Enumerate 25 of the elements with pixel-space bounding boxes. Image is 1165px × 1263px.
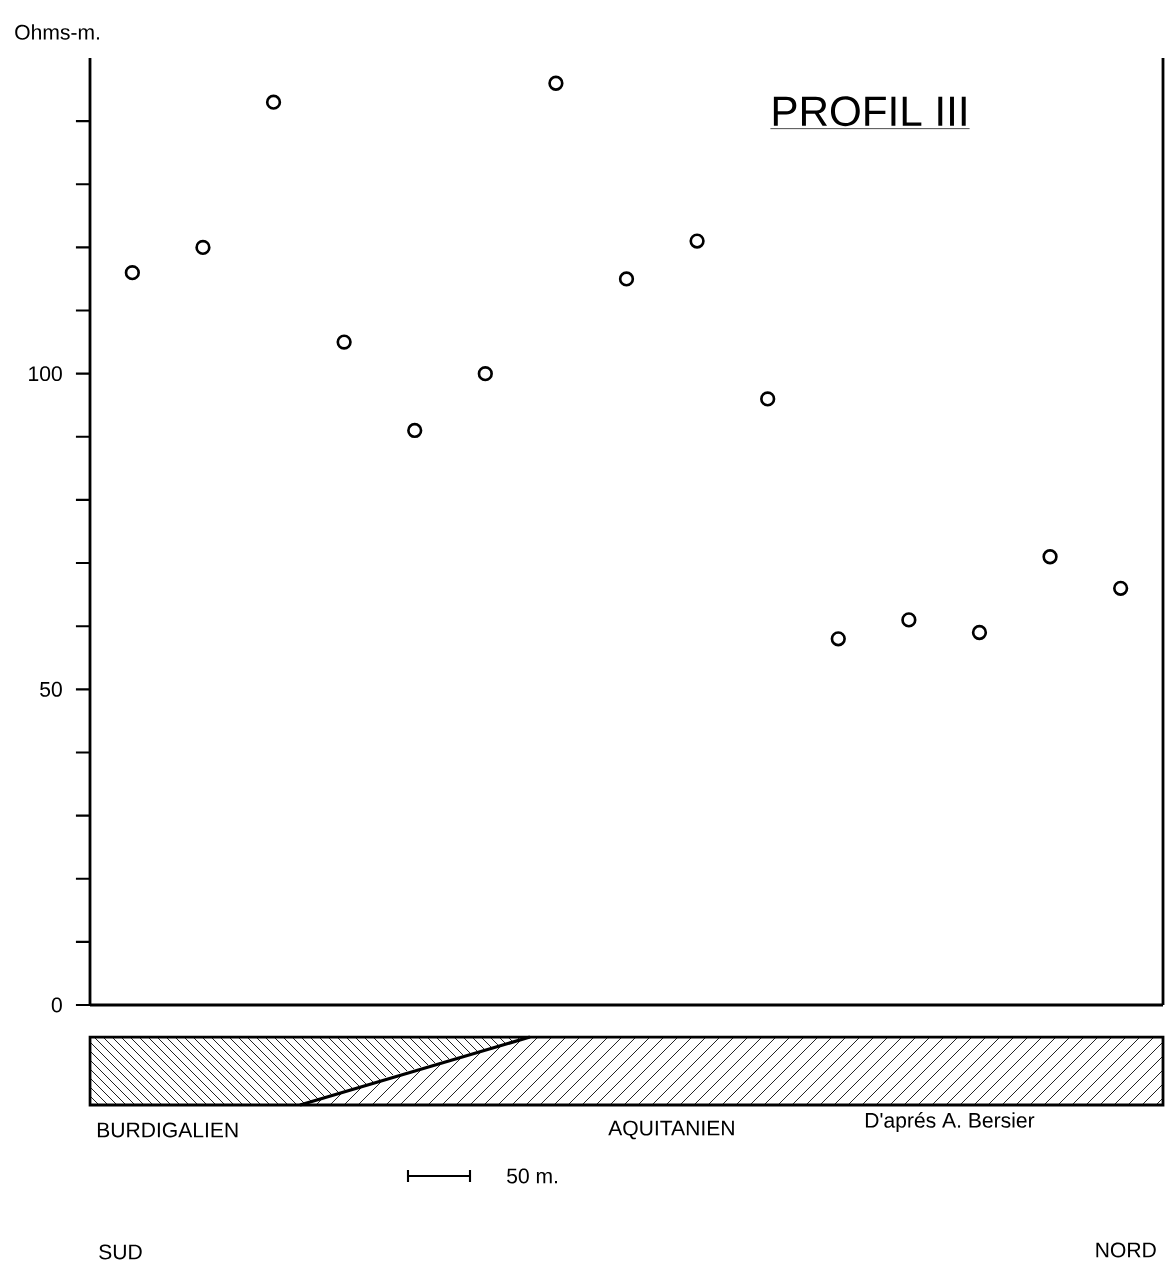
- point: [477, 366, 493, 382]
- y-tick-label: 50: [40, 681, 62, 697]
- point: [407, 422, 423, 439]
- point: [618, 271, 635, 287]
- point: [336, 334, 352, 350]
- text: NORD: [1096, 1242, 1156, 1258]
- text: D'aprés A. Bersier: [865, 1112, 1035, 1132]
- y-tick-label: 100: [29, 366, 62, 382]
- y-tick-label: 0: [51, 997, 62, 1013]
- point: [830, 631, 846, 647]
- point: [124, 265, 140, 281]
- point: [760, 391, 776, 407]
- point: [689, 233, 705, 249]
- text: 50 m.: [507, 1168, 558, 1184]
- text: AQUITANIEN: [608, 1120, 734, 1140]
- text: PROFIL III: [773, 96, 966, 127]
- y-axis-title: Ohms-m.: [15, 24, 99, 40]
- text: SUD: [99, 1244, 142, 1260]
- point: [265, 94, 282, 110]
- point: [548, 75, 564, 91]
- point: [901, 612, 917, 628]
- point: [1042, 549, 1058, 565]
- point: [195, 239, 211, 256]
- text: BURDIGALIEN: [97, 1122, 238, 1138]
- point: [971, 624, 988, 641]
